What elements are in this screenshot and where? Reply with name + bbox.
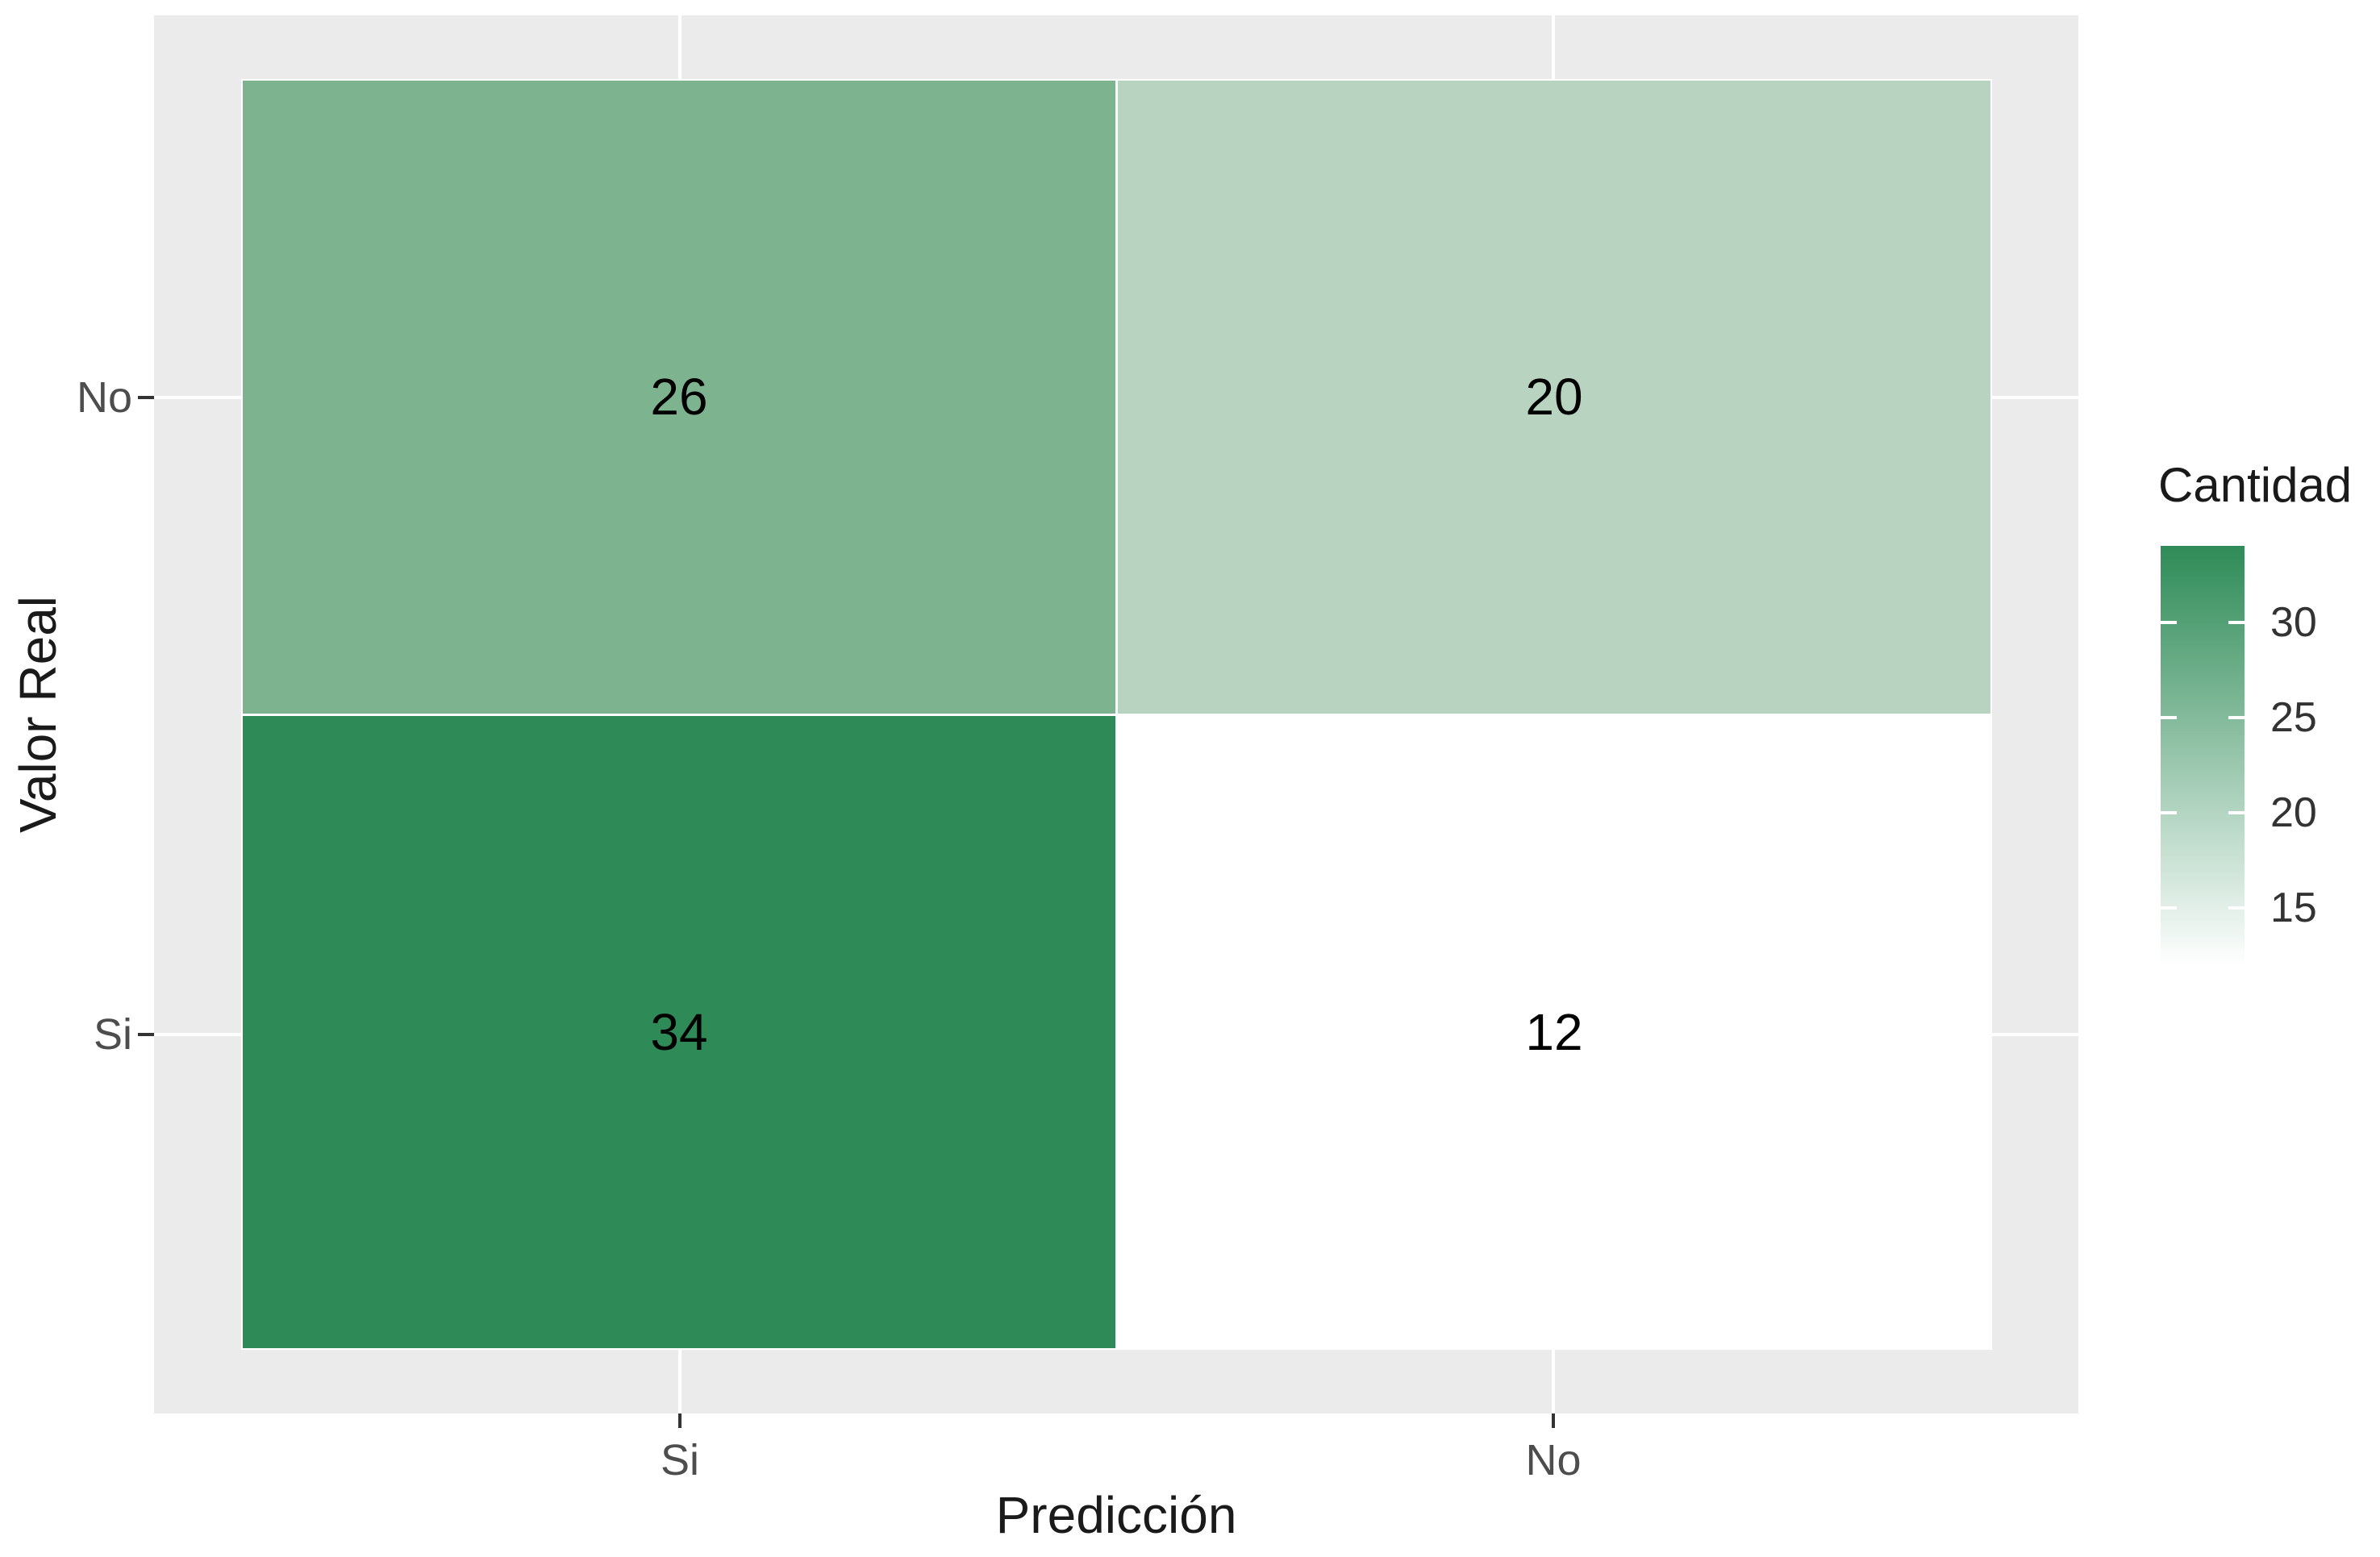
gridline-x-col1 — [678, 15, 681, 1413]
legend-tick-labels: 30 25 20 15 — [2270, 546, 2375, 965]
x-tick-mark-si — [678, 1413, 681, 1428]
legend-tick-label-30: 30 — [2270, 599, 2317, 646]
legend-tick-mark — [2228, 716, 2245, 719]
legend-colorbar — [2161, 546, 2245, 965]
legend-tick-label-20: 20 — [2270, 789, 2317, 836]
cell-value-label: 34 — [650, 1002, 708, 1061]
cell-value-label: 26 — [650, 368, 708, 427]
heatmap-cell-no-si: 12 — [1116, 714, 1992, 1350]
x-tick-label-no: No — [1525, 1436, 1582, 1484]
legend-tick-mark — [2161, 906, 2177, 910]
gridline-y-row2 — [154, 1033, 2078, 1036]
legend-tick-mark — [2228, 811, 2245, 814]
legend-title: Cantidad — [2158, 458, 2353, 512]
heatmap-cell-no-no: 20 — [1116, 79, 1992, 715]
gridline-y-row1 — [154, 396, 2078, 399]
legend-tick-mark — [2161, 621, 2177, 624]
cell-value-label: 12 — [1525, 1002, 1583, 1061]
legend-tick-mark — [2228, 621, 2245, 624]
cell-value-label: 20 — [1525, 368, 1583, 427]
legend-tick-mark — [2161, 811, 2177, 814]
legend-tick-label-15: 15 — [2270, 885, 2317, 931]
x-axis-title: Predicción — [995, 1486, 1237, 1544]
y-tick-mark-si — [138, 1033, 154, 1036]
heatmap-cell-si-si: 34 — [241, 714, 1117, 1350]
x-tick-label-si: Si — [660, 1436, 700, 1484]
plot-panel: 26 20 34 12 — [154, 15, 2078, 1413]
y-tick-label-si: Si — [93, 1010, 132, 1059]
gridline-x-col2 — [1552, 15, 1555, 1413]
y-tick-mark-no — [138, 396, 154, 399]
y-axis-title: Valor Real — [9, 595, 67, 834]
heatmap-cell-si-no: 26 — [241, 79, 1117, 715]
legend-tick-label-25: 25 — [2270, 694, 2317, 741]
legend-tick-mark — [2161, 716, 2177, 719]
x-tick-mark-no — [1552, 1413, 1555, 1428]
y-tick-label-no: No — [76, 373, 132, 422]
legend-tick-mark — [2228, 906, 2245, 910]
heatmap-tiles: 26 20 34 12 — [241, 79, 1992, 1350]
